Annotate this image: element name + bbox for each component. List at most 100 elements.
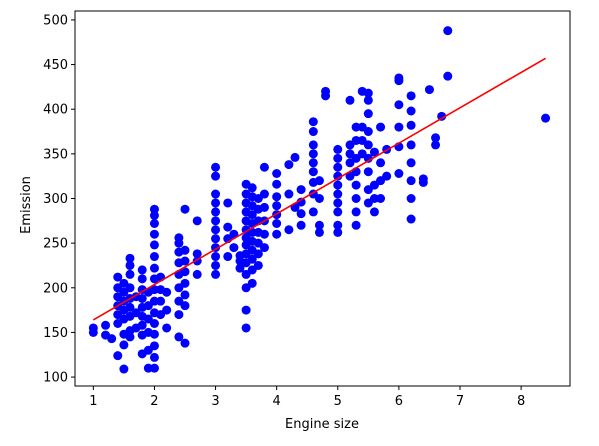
- data-point: [180, 338, 190, 348]
- x-axis-ticks: 1 2 3 4 5 6 7 8: [89, 386, 525, 409]
- data-point: [406, 214, 416, 224]
- data-point: [119, 340, 129, 350]
- y-axis-ticks: 100 150 200 250 300 350 400 450 500: [43, 13, 75, 386]
- data-point: [125, 260, 135, 270]
- data-point: [394, 100, 404, 110]
- data-point: [382, 171, 392, 181]
- y-tick-label: 250: [43, 237, 68, 252]
- x-axis-label: Engine size: [285, 417, 359, 432]
- data-point: [363, 109, 373, 119]
- data-point: [394, 122, 404, 132]
- data-point: [314, 176, 324, 186]
- data-point: [363, 88, 373, 98]
- data-point: [180, 204, 190, 214]
- data-point: [437, 111, 447, 121]
- data-point: [241, 323, 251, 333]
- data-point: [88, 323, 98, 333]
- data-point: [211, 171, 221, 181]
- x-tick-label: 7: [456, 394, 464, 409]
- data-point: [247, 183, 257, 193]
- data-point: [314, 194, 324, 203]
- x-tick-label: 1: [89, 394, 97, 409]
- data-point: [394, 169, 404, 178]
- x-tick-label: 4: [273, 394, 281, 409]
- y-tick-label: 350: [43, 147, 68, 162]
- data-point: [101, 320, 111, 330]
- data-point: [247, 278, 257, 288]
- data-point: [125, 253, 135, 263]
- y-tick-label: 500: [43, 13, 68, 28]
- data-point: [119, 364, 129, 374]
- data-point: [314, 220, 324, 230]
- y-tick-label: 450: [43, 58, 68, 73]
- data-point: [156, 296, 166, 306]
- data-point: [229, 243, 239, 253]
- data-point: [192, 269, 202, 279]
- data-point: [125, 269, 135, 279]
- data-point: [333, 144, 343, 154]
- data-point: [394, 73, 404, 83]
- data-point: [376, 194, 386, 203]
- data-point: [162, 305, 172, 315]
- data-point: [443, 71, 453, 81]
- points-layer: [88, 26, 551, 374]
- data-point: [376, 158, 386, 168]
- data-point: [211, 260, 221, 270]
- data-point: [149, 319, 159, 328]
- data-point: [125, 332, 135, 342]
- data-point: [272, 219, 282, 228]
- data-point: [253, 260, 263, 270]
- x-tick-label: 2: [150, 394, 158, 409]
- data-point: [406, 120, 416, 130]
- data-point: [211, 225, 221, 235]
- data-point: [333, 207, 343, 217]
- data-point: [363, 140, 373, 150]
- data-point: [363, 167, 373, 177]
- data-point: [259, 243, 269, 253]
- data-point: [351, 220, 361, 230]
- data-point: [162, 287, 172, 297]
- data-point: [211, 269, 221, 279]
- data-point: [149, 352, 159, 362]
- data-point: [211, 189, 221, 199]
- data-point: [406, 106, 416, 116]
- y-tick-label: 100: [43, 371, 68, 386]
- data-point: [211, 234, 221, 244]
- x-tick-label: 6: [395, 394, 403, 409]
- data-point: [345, 95, 355, 105]
- data-point: [174, 332, 184, 342]
- data-point: [253, 249, 263, 259]
- data-point: [333, 220, 343, 230]
- data-point: [180, 267, 190, 277]
- data-point: [149, 229, 159, 239]
- data-point: [351, 180, 361, 190]
- data-point: [272, 201, 282, 211]
- data-point: [149, 240, 159, 250]
- data-point: [149, 363, 159, 373]
- data-point: [363, 127, 373, 137]
- data-point: [272, 192, 282, 202]
- data-point: [180, 301, 190, 311]
- data-point: [418, 174, 428, 184]
- data-point: [308, 207, 318, 217]
- data-point: [180, 278, 190, 288]
- x-tick-label: 8: [517, 394, 525, 409]
- data-point: [308, 140, 318, 150]
- data-point: [363, 95, 373, 105]
- data-point: [149, 210, 159, 220]
- data-point: [235, 263, 245, 273]
- data-point: [149, 252, 159, 262]
- data-point: [180, 245, 190, 255]
- data-point: [247, 210, 257, 220]
- data-point: [223, 222, 233, 232]
- data-point: [314, 227, 324, 237]
- data-point: [333, 180, 343, 190]
- data-point: [180, 290, 190, 300]
- data-point: [308, 117, 318, 127]
- data-point: [211, 216, 221, 226]
- data-point: [296, 197, 306, 207]
- data-point: [174, 310, 184, 320]
- data-point: [174, 233, 184, 243]
- data-point: [149, 329, 159, 339]
